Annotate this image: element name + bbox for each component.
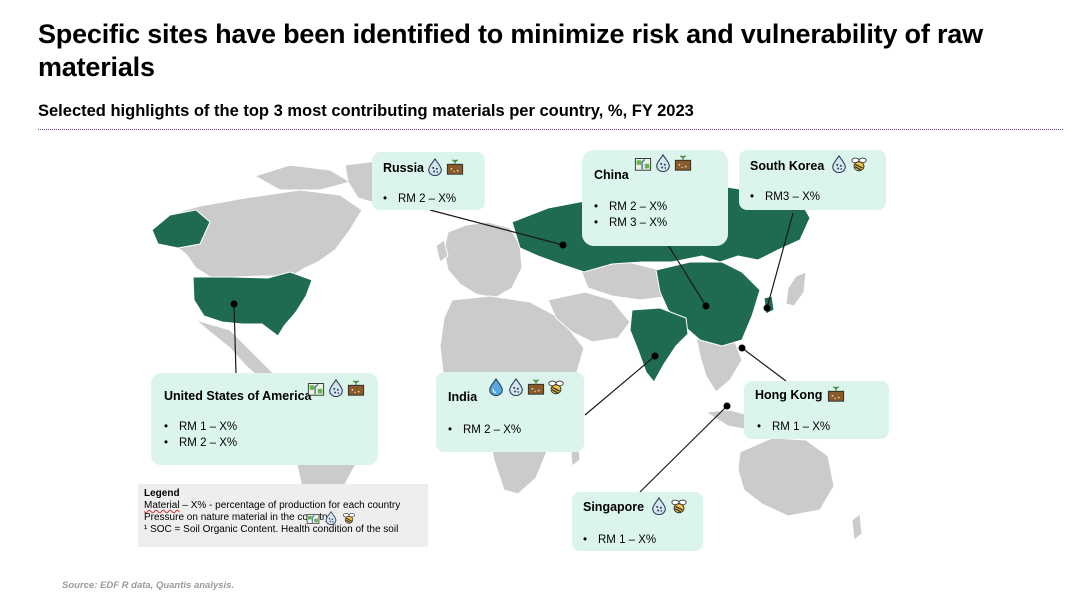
connector-lines bbox=[233, 209, 794, 493]
items-usa: RM 1 – X%RM 2 – X% bbox=[164, 419, 237, 451]
legend-material-word: Material bbox=[144, 500, 180, 511]
marker-usa bbox=[230, 300, 238, 308]
legend-material-desc: – X% - percentage of production for each… bbox=[179, 500, 401, 511]
map-europe bbox=[443, 221, 523, 299]
material-item: RM 2 – X% bbox=[164, 435, 237, 451]
bee-icon bbox=[547, 378, 565, 396]
material-item: RM 3 – X% bbox=[594, 215, 667, 231]
land-use-icon bbox=[634, 154, 652, 172]
legend-line-material: Material – X% - percentage of production… bbox=[144, 500, 400, 512]
soil-icon bbox=[527, 378, 545, 396]
legend-icons bbox=[306, 510, 356, 526]
map-uk bbox=[435, 239, 449, 263]
connector-hong-kong bbox=[741, 347, 787, 382]
soil-icon bbox=[347, 379, 365, 397]
connector-singapore bbox=[639, 405, 728, 493]
title-divider bbox=[38, 129, 1063, 130]
icons-india bbox=[487, 377, 565, 397]
bee-icon bbox=[342, 511, 356, 525]
items-south-korea: RM3 – X% bbox=[750, 189, 820, 205]
soil-icon bbox=[827, 385, 845, 403]
connector-india bbox=[584, 355, 656, 416]
soil-icon bbox=[674, 154, 692, 172]
country-markers bbox=[230, 241, 771, 410]
country-name-hong-kong: Hong Kong bbox=[755, 388, 823, 402]
legend-line-pressure: Pressure on nature material in the count… bbox=[144, 512, 331, 523]
material-item: RM 2 – X% bbox=[594, 199, 667, 215]
water-drop-icon bbox=[654, 153, 672, 173]
connector-china bbox=[664, 239, 707, 307]
card-russia: Russia RM 2 – X% bbox=[372, 152, 485, 210]
map-alaska bbox=[151, 209, 211, 249]
material-item: RM3 – X% bbox=[750, 189, 820, 205]
map-canada bbox=[151, 189, 363, 279]
country-name-china: China bbox=[594, 168, 629, 182]
country-name-india: India bbox=[448, 390, 478, 404]
page-title: Specific sites have been identified to m… bbox=[38, 19, 983, 82]
bee-icon bbox=[850, 155, 868, 173]
icons-russia bbox=[426, 157, 464, 177]
water-icon bbox=[487, 377, 505, 397]
card-china: China RM 2 – X%RM 3 – X% bbox=[582, 150, 728, 246]
land-use-icon bbox=[306, 511, 320, 525]
card-singapore: Singapore RM 1 – X% bbox=[572, 492, 703, 551]
source-note: Source: EDF R data, Quantis analysis. bbox=[62, 580, 235, 591]
card-india: India RM 2 – X% bbox=[436, 372, 584, 452]
map-japan bbox=[785, 271, 807, 307]
marker-russia bbox=[559, 241, 567, 249]
material-item: RM 2 – X% bbox=[383, 191, 456, 207]
soil-icon bbox=[446, 158, 464, 176]
material-item: RM 2 – X% bbox=[448, 422, 521, 438]
water-drop-icon bbox=[650, 496, 668, 516]
items-singapore: RM 1 – X% bbox=[583, 532, 656, 548]
country-name-russia: Russia bbox=[383, 161, 424, 175]
items-china: RM 2 – X%RM 3 – X% bbox=[594, 199, 667, 231]
icons-hong-kong bbox=[827, 385, 845, 403]
icons-singapore bbox=[650, 496, 688, 516]
icons-usa bbox=[307, 378, 365, 398]
marker-hong-kong bbox=[738, 344, 746, 352]
material-item: RM 1 – X% bbox=[164, 419, 237, 435]
map-india bbox=[629, 307, 689, 383]
bee-icon bbox=[670, 497, 688, 515]
country-name-singapore: Singapore bbox=[583, 500, 645, 514]
water-drop-icon bbox=[507, 377, 525, 397]
marker-china bbox=[702, 302, 710, 310]
water-drop-icon bbox=[830, 154, 848, 174]
page-subtitle: Selected highlights of the top 3 most co… bbox=[38, 102, 694, 120]
items-india: RM 2 – X% bbox=[448, 422, 521, 438]
card-usa: United States of America RM 1 – X%RM 2 –… bbox=[151, 373, 378, 465]
icons-south-korea bbox=[830, 154, 868, 174]
map-new-zealand bbox=[851, 513, 863, 541]
connector-south-korea bbox=[766, 212, 794, 309]
water-drop-icon bbox=[327, 378, 345, 398]
marker-india bbox=[651, 352, 659, 360]
marker-south-korea bbox=[763, 304, 771, 312]
connector-usa bbox=[233, 303, 237, 374]
map-arctic-islands bbox=[253, 164, 352, 191]
items-russia: RM 2 – X% bbox=[383, 191, 456, 207]
land-use-icon bbox=[307, 379, 325, 397]
legend-box: Legend Material – X% - percentage of pro… bbox=[138, 484, 428, 547]
icons-china bbox=[634, 153, 692, 173]
country-name-south-korea: South Korea bbox=[750, 159, 825, 173]
map-middle-east bbox=[547, 291, 631, 343]
water-drop-icon bbox=[324, 510, 338, 526]
material-item: RM 1 – X% bbox=[583, 532, 656, 548]
items-hong-kong: RM 1 – X% bbox=[757, 419, 830, 435]
connector-russia bbox=[429, 209, 564, 246]
card-hong-kong: Hong Kong RM 1 – X% bbox=[744, 381, 889, 439]
map-australia bbox=[737, 437, 835, 517]
water-drop-icon bbox=[426, 157, 444, 177]
material-item: RM 1 – X% bbox=[757, 419, 830, 435]
legend-title: Legend bbox=[144, 488, 180, 499]
card-south-korea: South Korea RM3 – X% bbox=[739, 150, 886, 210]
map-usa bbox=[192, 271, 313, 337]
marker-singapore bbox=[723, 402, 731, 410]
legend-line-soc: ¹ SOC = Soil Organic Content. Health con… bbox=[144, 524, 399, 535]
country-name-usa: United States of America bbox=[164, 389, 312, 403]
